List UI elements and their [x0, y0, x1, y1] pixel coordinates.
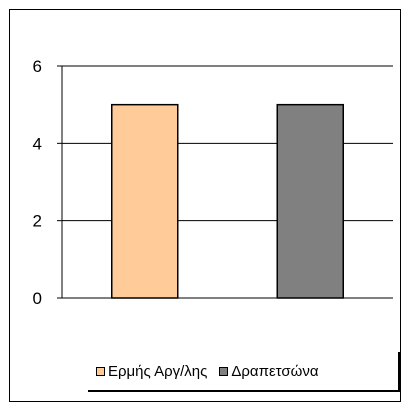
bar-0	[111, 103, 179, 299]
legend-swatch-ermis	[96, 366, 105, 376]
y-tick-label-4: 4	[33, 134, 42, 153]
legend-label-ermis: Ερμής Αργ/λης	[108, 362, 208, 380]
legend-item-ermis: Ερμής Αργ/λης	[96, 363, 207, 380]
y-tick-labels: 0 2 4 6	[33, 57, 42, 308]
legend-label-drapetsona: Δραπετσώνα	[231, 362, 319, 380]
bars	[111, 103, 344, 299]
legend: Ερμής Αργ/λης Δραπετσώνα	[88, 352, 400, 392]
legend-swatch-drapetsona	[219, 366, 229, 376]
bar-1	[276, 103, 344, 299]
legend-item-drapetsona: Δραπετσώνα	[219, 362, 319, 380]
y-axis	[57, 65, 63, 299]
y-tick-label-6: 6	[33, 57, 42, 76]
y-tick-label-0: 0	[33, 289, 42, 308]
y-tick-label-2: 2	[33, 212, 42, 231]
